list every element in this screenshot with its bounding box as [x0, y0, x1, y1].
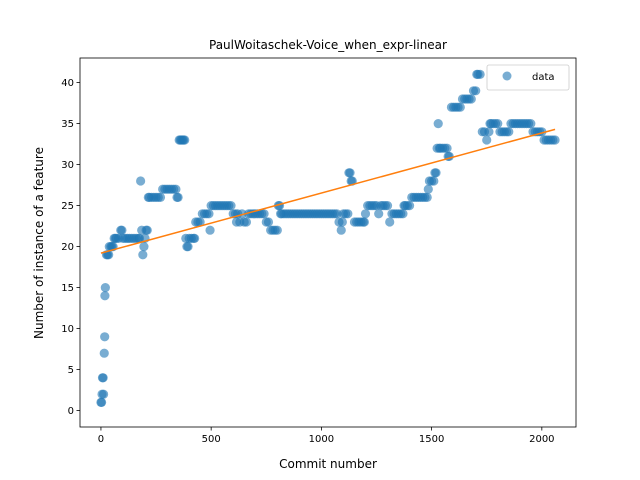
data-point-35 [139, 242, 149, 252]
data-point-207 [466, 94, 476, 104]
data-point-236 [526, 119, 536, 129]
data-point-5 [98, 389, 109, 399]
y-tick-label-10: 10 [61, 324, 74, 335]
data-point-182 [422, 192, 432, 202]
data-point-6 [99, 348, 109, 358]
data-point-136 [332, 209, 342, 219]
legend-label-data: data [532, 72, 555, 83]
data-point-1 [97, 397, 107, 407]
data-point-142 [343, 209, 353, 219]
data-point-38 [142, 225, 152, 235]
data-points [96, 69, 560, 407]
y-tick-label-0: 0 [68, 406, 74, 417]
data-point-212 [475, 69, 485, 79]
data-point-144 [345, 168, 355, 178]
y-tick-label-25: 25 [61, 201, 74, 212]
data-point-12 [104, 250, 114, 260]
data-point-202 [455, 102, 465, 112]
data-point-7 [100, 332, 110, 342]
data-point-32 [136, 176, 146, 186]
fit-line-layer [100, 128, 556, 254]
x-axis: 0 500 1000 1500 2000 [98, 427, 555, 445]
data-point-52 [171, 184, 181, 194]
legend: data [486, 64, 570, 91]
y-axis: 0 5 10 15 20 25 30 35 40 [61, 78, 80, 417]
data-point-74 [204, 209, 214, 219]
data-point-186 [429, 176, 439, 186]
y-axis-label: Number of instance of a feature [32, 147, 46, 339]
data-point-91 [237, 209, 247, 219]
data-point-45 [155, 192, 166, 202]
y-tick-label-5: 5 [68, 365, 74, 376]
data-point-138 [336, 225, 346, 235]
data-point-85 [226, 201, 236, 211]
x-tick-label-2000: 2000 [529, 434, 554, 445]
data-point-174 [404, 201, 415, 211]
data-point-152 [359, 217, 369, 227]
fit-line [100, 128, 556, 254]
data-point-63 [183, 242, 193, 252]
data-point-226 [504, 127, 514, 137]
chart-title: PaulWoitaschek-Voice_when_expr-linear [209, 38, 447, 52]
data-point-54 [173, 192, 183, 202]
legend-marker [502, 71, 512, 81]
data-point-75 [205, 225, 215, 235]
data-point-107 [272, 225, 282, 235]
data-point-209 [471, 86, 481, 96]
y-tick-label-40: 40 [61, 78, 74, 89]
plot-frame [79, 57, 577, 428]
data-point-93 [241, 217, 252, 227]
x-tick-label-500: 500 [202, 434, 221, 445]
data-point-164 [385, 217, 395, 227]
data-point-67 [190, 233, 200, 243]
data-point-170 [398, 209, 408, 219]
data-point-34 [138, 250, 148, 260]
data-point-163 [382, 201, 393, 211]
data-point-103 [263, 217, 274, 227]
y-tick-label-35: 35 [61, 119, 74, 130]
x-tick-label-1000: 1000 [309, 434, 334, 445]
data-point-247 [550, 135, 560, 145]
data-point-22 [117, 225, 127, 235]
data-point-153 [360, 209, 371, 219]
data-point-60 [180, 135, 190, 145]
data-point-188 [431, 168, 441, 178]
y-tick-label-15: 15 [61, 283, 74, 294]
legend-box [486, 64, 570, 91]
x-axis-label: Commit number [279, 457, 377, 471]
data-point-9 [100, 283, 110, 293]
data-point-70 [195, 217, 205, 227]
data-point-4 [98, 373, 108, 383]
data-point-8 [100, 291, 110, 301]
y-tick-label-30: 30 [61, 160, 74, 171]
data-point-159 [374, 209, 384, 219]
plot-area [80, 58, 576, 427]
data-point-101 [259, 209, 269, 219]
data-point-195 [442, 143, 452, 153]
data-point-215 [482, 135, 492, 145]
data-point-183 [423, 184, 433, 194]
y-tick-label-20: 20 [61, 242, 74, 253]
data-point-190 [433, 119, 443, 129]
x-tick-label-0: 0 [98, 434, 104, 445]
data-point-216 [484, 127, 494, 137]
data-point-139 [337, 217, 347, 227]
data-point-221 [493, 119, 503, 129]
x-tick-label-1500: 1500 [419, 434, 444, 445]
